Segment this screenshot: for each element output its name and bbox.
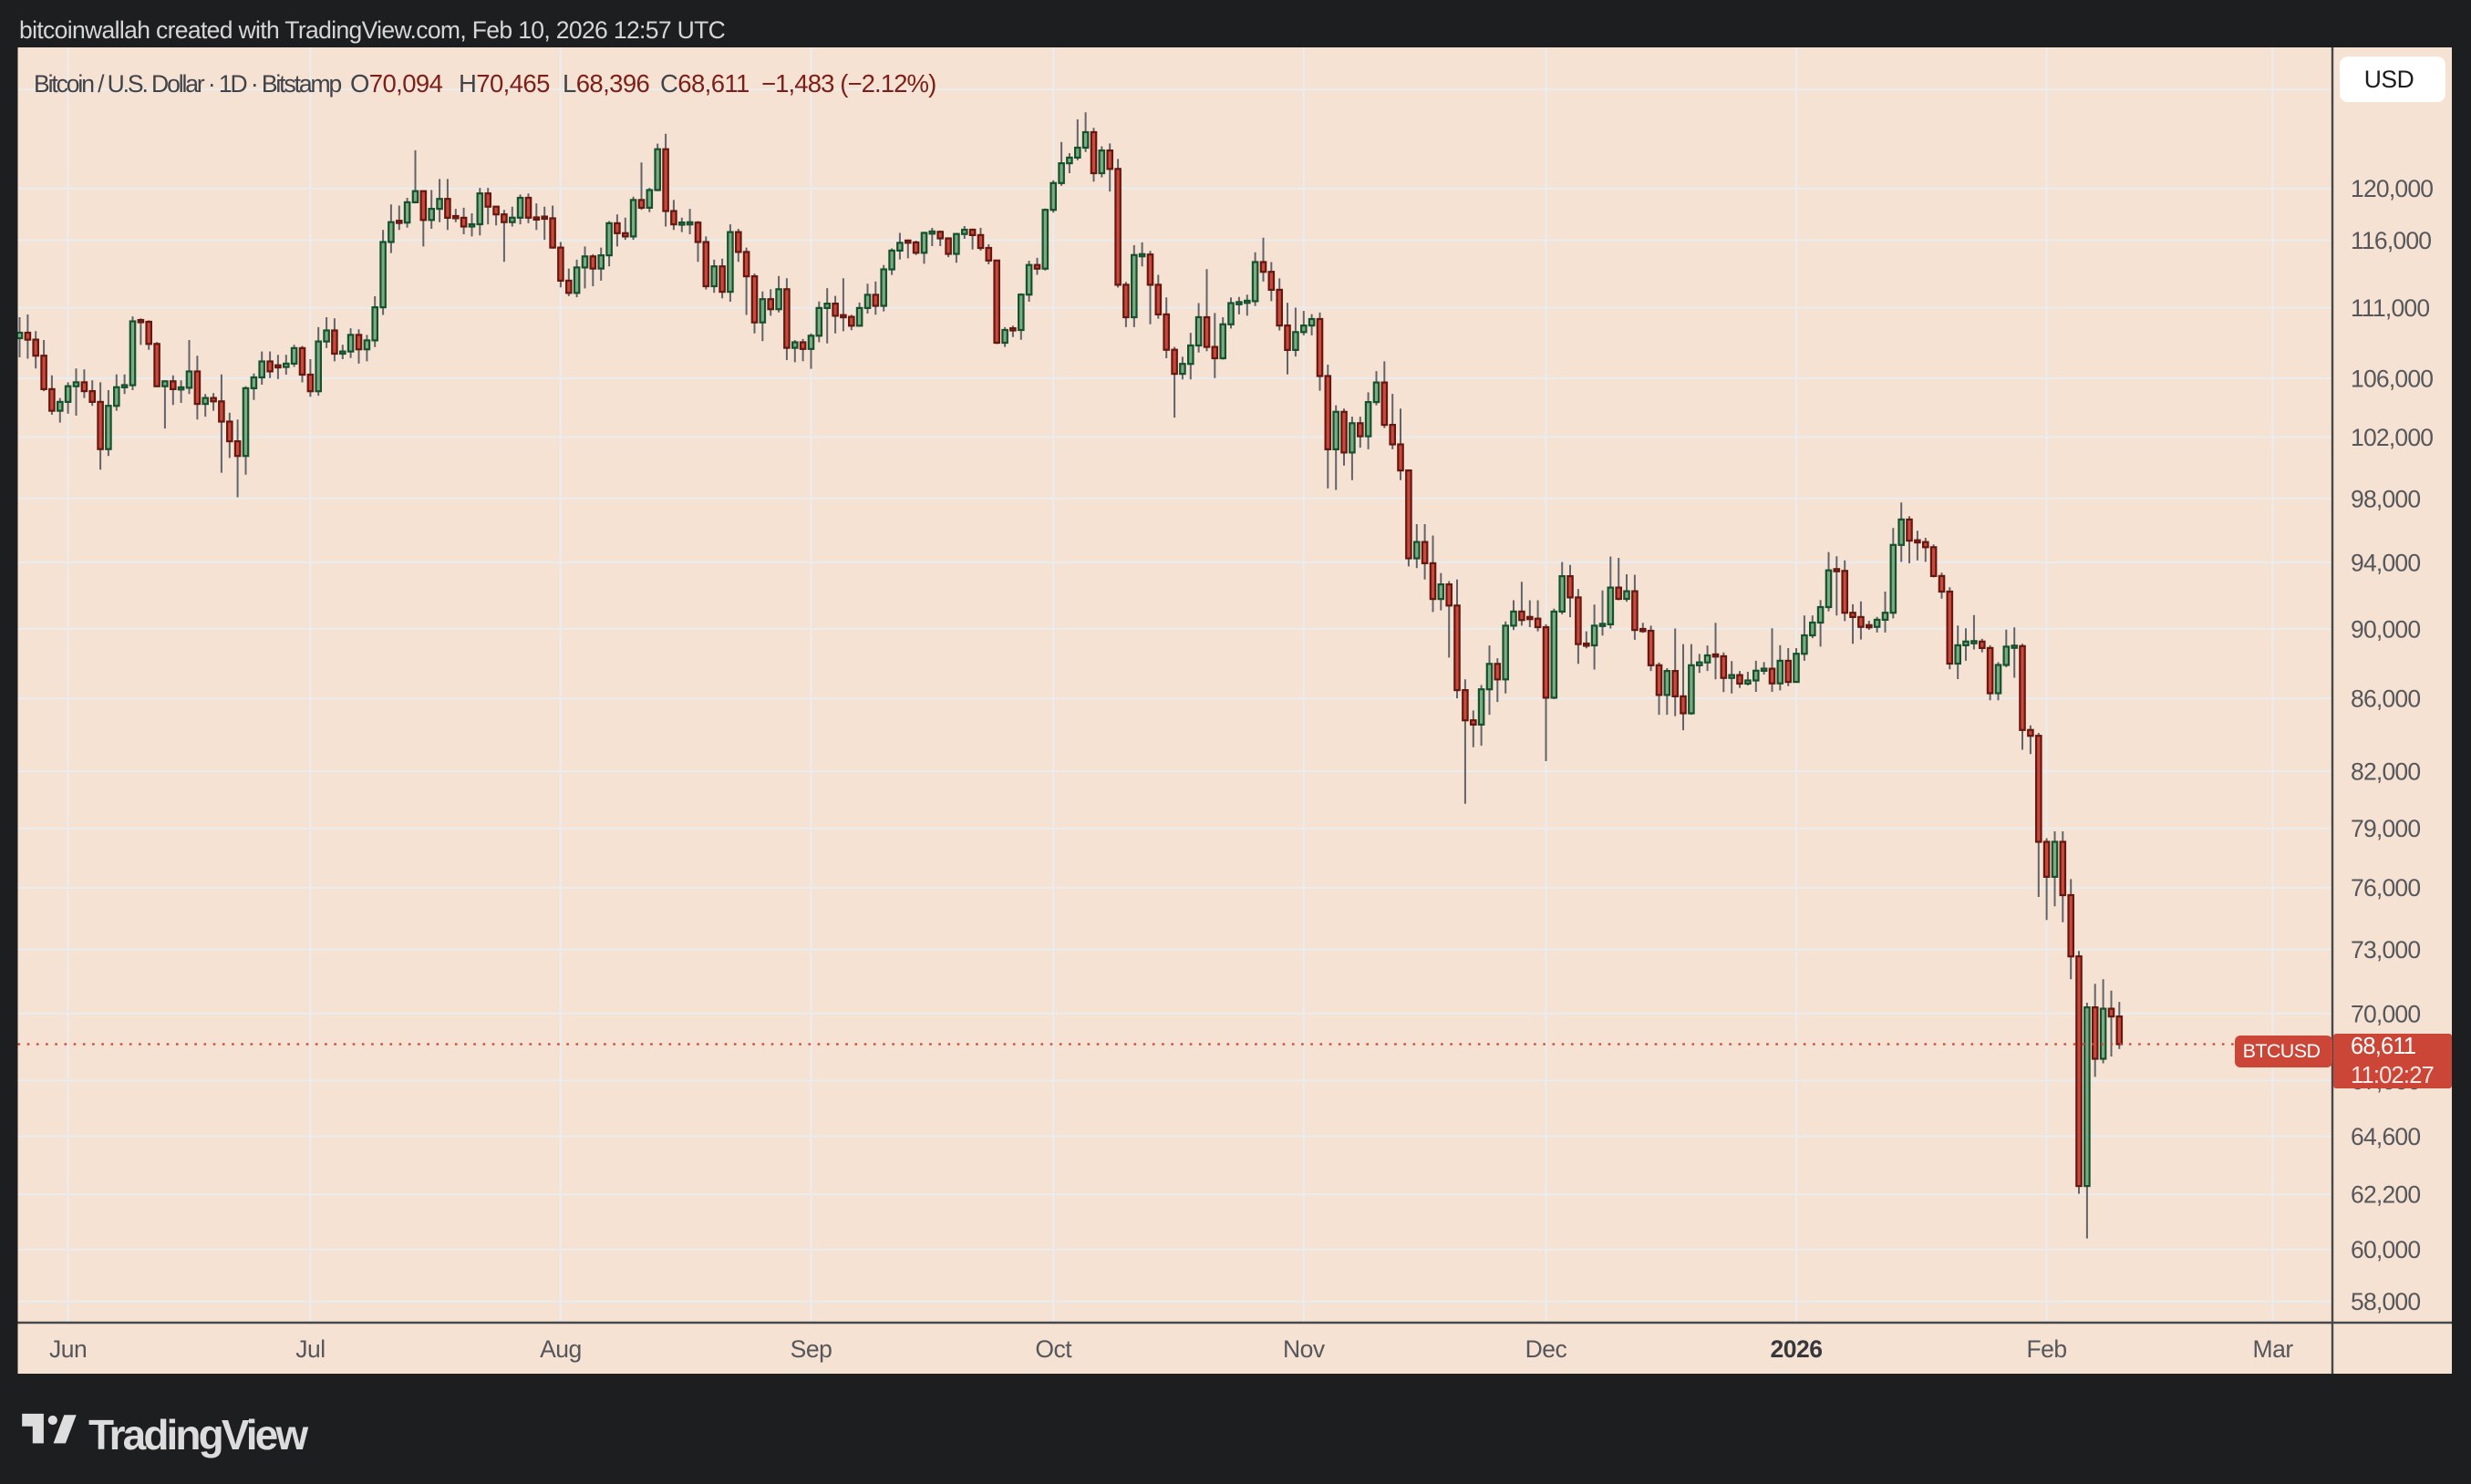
- svg-text:−1,483 (−2.12%): −1,483 (−2.12%): [761, 69, 936, 98]
- svg-text:60,000: 60,000: [2351, 1236, 2420, 1263]
- svg-text:TradingView: TradingView: [88, 1411, 308, 1458]
- svg-text:106,000: 106,000: [2351, 366, 2433, 393]
- svg-text:C68,611: C68,611: [660, 69, 750, 98]
- svg-text:76,000: 76,000: [2351, 874, 2420, 902]
- svg-text:Oct: Oct: [1035, 1335, 1072, 1363]
- svg-text:68,611: 68,611: [2351, 1034, 2415, 1059]
- svg-text:64,600: 64,600: [2351, 1123, 2420, 1150]
- svg-text:Aug: Aug: [540, 1335, 582, 1363]
- svg-text:Nov: Nov: [1283, 1335, 1326, 1363]
- svg-text:90,000: 90,000: [2351, 615, 2420, 643]
- svg-text:120,000: 120,000: [2351, 175, 2433, 202]
- svg-text:Sep: Sep: [791, 1335, 832, 1363]
- svg-text:L68,396: L68,396: [563, 69, 650, 98]
- svg-text:Jul: Jul: [295, 1335, 325, 1363]
- svg-text:58,000: 58,000: [2351, 1288, 2420, 1315]
- svg-text:116,000: 116,000: [2351, 227, 2431, 254]
- svg-text:Feb: Feb: [2027, 1335, 2067, 1363]
- svg-text:11:02:27: 11:02:27: [2351, 1063, 2434, 1088]
- svg-text:86,000: 86,000: [2351, 685, 2420, 713]
- svg-text:82,000: 82,000: [2351, 758, 2420, 786]
- svg-text:98,000: 98,000: [2351, 485, 2420, 512]
- svg-text:70,000: 70,000: [2351, 1000, 2420, 1027]
- svg-text:USD: USD: [2364, 66, 2414, 93]
- svg-text:62,200: 62,200: [2351, 1181, 2420, 1209]
- svg-text:bitcoinwallah created with Tra: bitcoinwallah created with TradingView.c…: [19, 16, 726, 44]
- svg-text:Mar: Mar: [2253, 1335, 2294, 1363]
- svg-text:Dec: Dec: [1525, 1335, 1567, 1363]
- svg-text:H70,465: H70,465: [459, 69, 550, 98]
- svg-text:Jun: Jun: [49, 1335, 87, 1363]
- svg-text:73,000: 73,000: [2351, 936, 2420, 964]
- svg-text:111,000: 111,000: [2351, 294, 2429, 322]
- svg-text:BTCUSD: BTCUSD: [2243, 1040, 2321, 1062]
- svg-text:2026: 2026: [1771, 1335, 1823, 1363]
- svg-text:79,000: 79,000: [2351, 815, 2420, 842]
- svg-text:94,000: 94,000: [2351, 549, 2420, 576]
- svg-text:102,000: 102,000: [2351, 424, 2433, 451]
- svg-text:O70,094: O70,094: [350, 69, 443, 98]
- svg-text:Bitcoin / U.S. Dollar · 1D · B: Bitcoin / U.S. Dollar · 1D · Bitstamp: [34, 70, 341, 98]
